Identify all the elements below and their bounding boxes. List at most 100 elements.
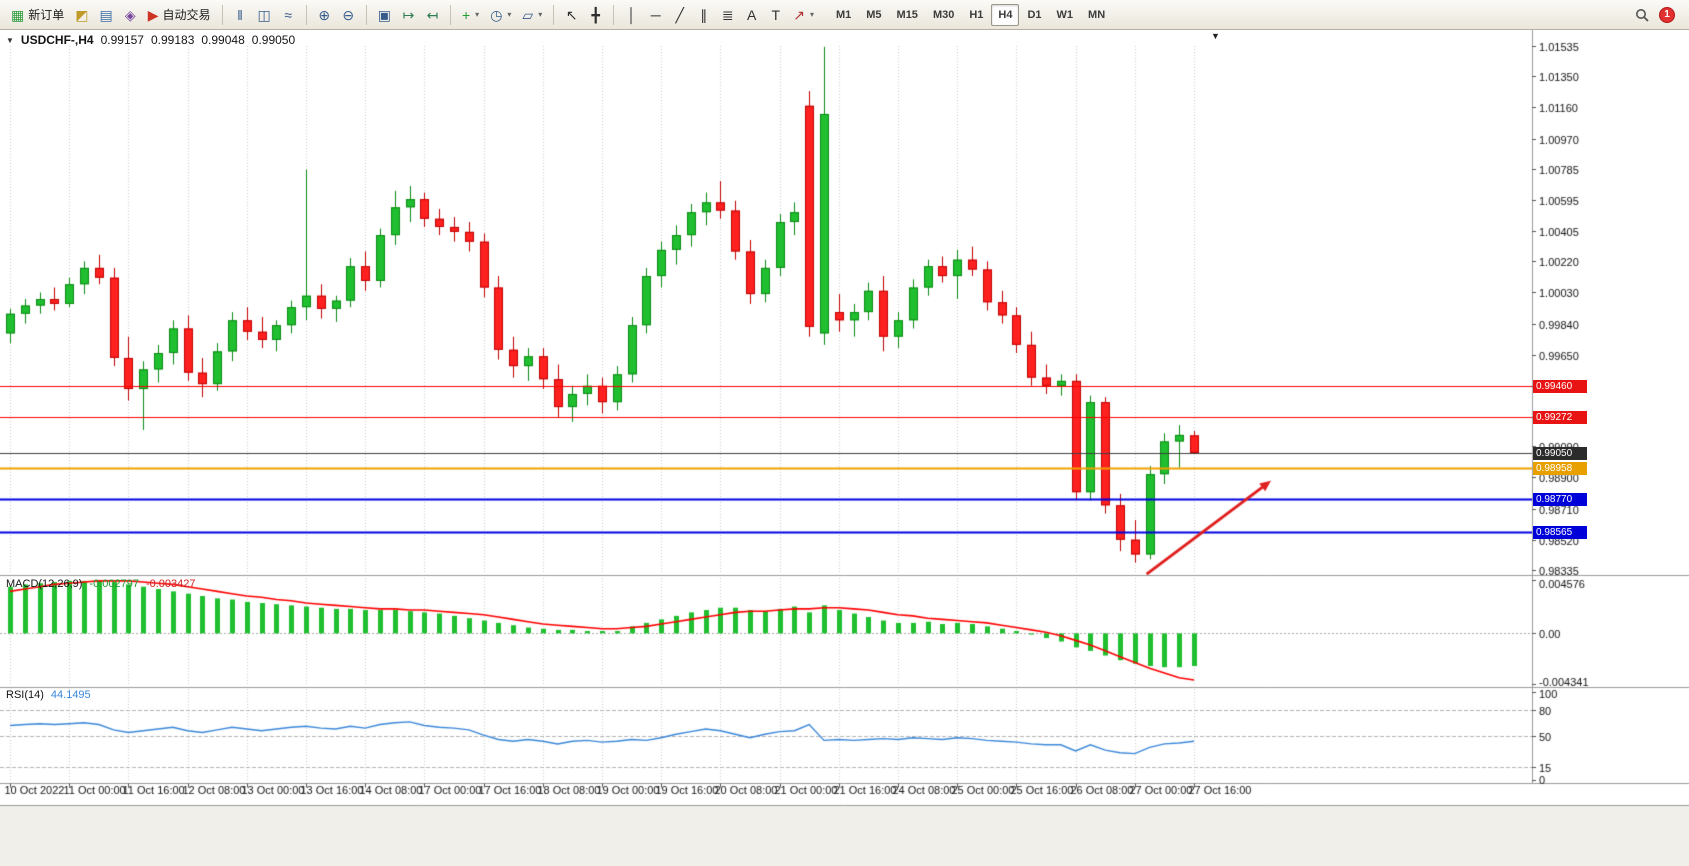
auto-scroll-icon: ↦ [402,6,415,23]
search-icon[interactable] [1635,8,1649,22]
tile-windows-icon: ▣ [377,6,391,23]
dropdown-arrow-icon: ▾ [809,10,814,19]
fibonacci-icon: ≣ [721,6,734,23]
price-level-badge-0.98770[interactable]: 0.98770 [1533,493,1587,506]
macd-name: MACD(12,26,9) [6,578,83,590]
candlestick-chart-icon: ◫ [257,6,271,23]
toolbar-separator [305,4,307,25]
periods-button[interactable]: ◷ ▾ [485,3,516,27]
price-level-badge-0.98565[interactable]: 0.98565 [1533,526,1587,539]
rsi-name: RSI(14) [6,689,44,701]
toolbar-separator [553,4,555,25]
bar-chart-icon: ‖ [237,6,243,23]
current-bar-marker-icon: ▼ [1211,31,1220,41]
open-value: 0.99157 [100,33,144,47]
timeframe-button-w1[interactable]: W1 [1050,4,1081,26]
rsi-value: 44.1495 [50,689,91,701]
templates-icon: ▱ [522,6,534,23]
toolbar-separator [449,4,451,25]
arrows-icon: ↗ [793,6,805,23]
timeframe-button-h1[interactable]: H1 [962,4,990,26]
timeframe-group: M1 M5 M15 M30 H1 H4 D1 W1 MN [829,3,1112,26]
profiles-icon: ▤ [99,6,113,23]
timeframe-button-d1[interactable]: D1 [1020,4,1048,26]
vertical-line-icon: │ [627,6,637,23]
macd-main-value: -0.002797 [89,578,139,590]
indicators-button[interactable]: + ▾ [457,3,484,27]
profiles-button[interactable]: ▤ [94,3,117,27]
macd-indicator-label: MACD(12,26,9) -0.002797 -0.003427 [6,578,196,590]
label-icon: T [771,6,780,23]
price-level-badge-0.98958[interactable]: 0.98958 [1533,462,1587,475]
notification-badge[interactable]: 1 [1659,6,1675,23]
timeframe-button-mn[interactable]: MN [1081,4,1112,26]
price-chart-canvas[interactable] [0,30,1689,866]
trendline-icon: ╱ [675,6,684,23]
chart-shift-icon: ↤ [426,6,439,23]
auto-trading-button-label: 自动交易 [162,8,211,22]
text-button[interactable]: A [740,3,763,27]
arrows-button[interactable]: ↗ ▾ [788,3,819,27]
chart-window[interactable]: ▼ USDCHF-,H4 0.99157 0.99183 0.99048 0.9… [0,30,1689,866]
dropdown-arrow-icon: ▾ [507,10,512,19]
timeframe-button-m30[interactable]: M30 [926,4,961,26]
cursor-icon: ↖ [565,6,578,23]
close-value: 0.99050 [251,33,296,47]
cursor-button[interactable]: ↖ [560,3,583,27]
data-window-icon: ◈ [124,6,136,23]
tile-windows-button[interactable]: ▣ [373,3,396,27]
zoom-out-icon: ⊖ [342,6,355,23]
horizontal-line-button[interactable]: ─ [644,3,667,27]
line-chart-button[interactable]: ≈ [277,3,300,27]
toolbar-separator [221,4,223,25]
symbol-timeframe-label: USDCHF-,H4 [20,33,94,47]
new-chart-icon: ◩ [75,6,89,23]
chart-symbol-header: ▼ USDCHF-,H4 0.99157 0.99183 0.99048 0.9… [6,33,295,47]
indicators-icon: + [461,6,471,23]
label-button[interactable]: T [764,3,787,27]
price-level-badge-0.99050[interactable]: 0.99050 [1533,447,1587,460]
chart-shift-button[interactable]: ↤ [421,3,444,27]
dropdown-arrow-icon: ▾ [538,10,543,19]
channel-button[interactable]: ∥ [692,3,715,27]
bar-chart-button[interactable]: ‖ [229,3,252,27]
vertical-line-button[interactable]: │ [620,3,643,27]
toolbar-button-groups: ▦ 新订单 ◩ ▤ ◈ ▶ 自动交易 ‖ ◫ ≈ ⊕ ⊖ ▣ ↦ ↤ + ▾ ◷ ▾ ▱ ▾ ↖ ╋ │ ─ ╱ ∥ ≣ A T ↗ ▾ [6,3,819,27]
new-order-button[interactable]: ▦ 新订单 [6,3,69,27]
zoom-in-button[interactable]: ⊕ [313,3,336,27]
periods-icon: ◷ [490,6,503,23]
new-order-icon: ▦ [11,6,25,23]
low-value: 0.99048 [201,33,245,47]
new-chart-button[interactable]: ◩ [70,3,93,27]
main-toolbar: ▦ 新订单 ◩ ▤ ◈ ▶ 自动交易 ‖ ◫ ≈ ⊕ ⊖ ▣ ↦ ↤ + ▾ ◷ ▾ ▱ ▾ ↖ ╋ │ ─ ╱ ∥ ≣ A T ↗ ▾ M1… [0,0,1689,30]
collapse-chart-icon[interactable]: ▼ [6,35,14,45]
fibonacci-button[interactable]: ≣ [716,3,739,27]
auto-scroll-button[interactable]: ↦ [397,3,420,27]
toolbar-separator [365,4,367,25]
horizontal-line-icon: ─ [650,6,661,23]
high-value: 0.99183 [150,33,195,47]
channel-icon: ∥ [700,6,708,23]
dropdown-arrow-icon: ▾ [475,10,480,19]
line-chart-icon: ≈ [284,6,293,23]
new-order-button-label: 新订单 [28,8,65,22]
candlestick-chart-button[interactable]: ◫ [253,3,276,27]
timeframe-button-h4[interactable]: H4 [991,3,1020,26]
crosshair-button[interactable]: ╋ [584,3,607,27]
rsi-indicator-label: RSI(14) 44.1495 [6,689,91,701]
zoom-out-button[interactable]: ⊖ [337,3,360,27]
toolbar-separator [613,4,615,25]
auto-trading-icon: ▶ [147,6,159,23]
price-level-badge-0.99272[interactable]: 0.99272 [1533,411,1587,424]
price-level-badge-0.99460[interactable]: 0.99460 [1533,380,1587,393]
zoom-in-icon: ⊕ [318,6,331,23]
data-window-button[interactable]: ◈ [119,3,142,27]
timeframe-button-m15[interactable]: M15 [890,4,925,26]
templates-button[interactable]: ▱ ▾ [517,3,547,27]
auto-trading-button[interactable]: ▶ 自动交易 [143,3,216,27]
trendline-button[interactable]: ╱ [668,3,691,27]
text-icon: A [747,6,757,23]
timeframe-button-m5[interactable]: M5 [859,4,888,26]
timeframe-button-m1[interactable]: M1 [829,4,858,26]
